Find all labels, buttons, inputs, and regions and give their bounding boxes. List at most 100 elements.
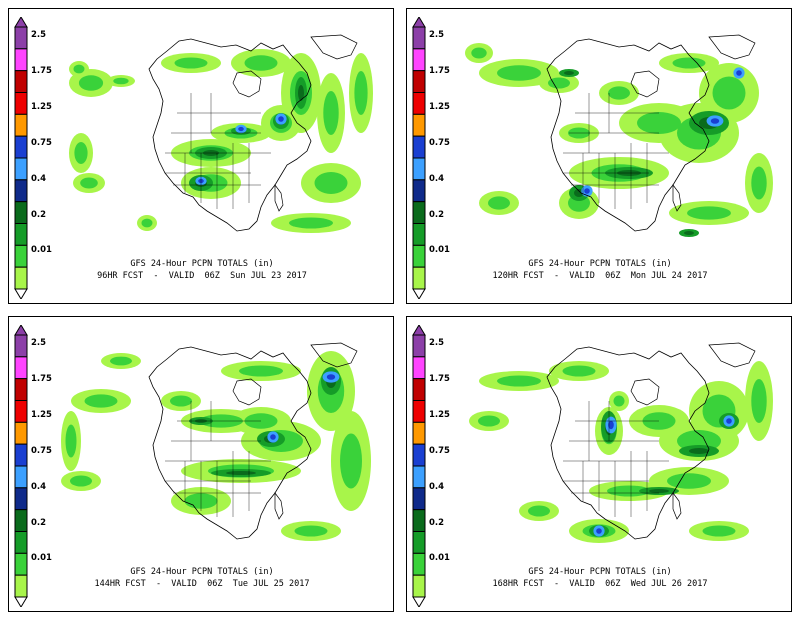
colorbar-label: 2.5	[429, 338, 445, 348]
forecast-panel-96hr: 2.5 1.75 1.25 0.75 0.4 0.2 0.01 GFS 24-Hour PC…	[8, 8, 394, 304]
colorbar-arrow-top	[412, 17, 426, 28]
precip-area	[751, 166, 767, 200]
precip-area	[672, 57, 706, 69]
state-boundaries	[563, 93, 669, 209]
precip-map	[61, 33, 377, 249]
precip-area	[78, 75, 104, 91]
colorbar-arrow-bottom	[14, 288, 28, 299]
panel-subtitle: 120HR FCST - VALID 06Z Mon JUL 24 2017	[492, 271, 708, 281]
colorbar-swatch	[14, 179, 28, 203]
map-canvas	[69, 34, 373, 233]
colorbar-label: 0.01	[429, 245, 450, 255]
colorbar-label: 0.2	[429, 210, 445, 220]
panel-title: GFS 24-Hour PCPN TOTALS (in)	[130, 259, 274, 269]
forecast-panel-168hr: 2.5 1.75 1.25 0.75 0.4 0.2 0.01 GFS 24-Hour PC…	[406, 316, 792, 612]
colorbar-label: 0.01	[429, 553, 450, 563]
colorbar-label: 1.75	[31, 374, 52, 384]
colorbar-arrow-top	[412, 325, 426, 336]
colorbar-label: 0.4	[31, 482, 47, 492]
precip-area	[174, 57, 208, 69]
colorbar-label: 1.75	[429, 374, 450, 384]
colorbar-swatch	[412, 157, 426, 181]
colorbar-swatch	[412, 70, 426, 94]
colorbar-label: 1.25	[429, 102, 450, 112]
precip-area	[528, 505, 550, 517]
colorbar-label: 2.5	[429, 30, 445, 40]
precip-area	[736, 70, 742, 76]
precip-area	[170, 395, 192, 407]
precip-map	[61, 341, 377, 557]
precip-colorbar: 2.5 1.75 1.25 0.75 0.4 0.2 0.01	[14, 325, 52, 607]
precip-colorbar: 2.5 1.75 1.25 0.75 0.4 0.2 0.01	[412, 325, 450, 607]
forecast-panel-144hr: 2.5 1.75 1.25 0.75 0.4 0.2 0.01 GFS 24-Hour PC…	[8, 316, 394, 612]
precip-area	[110, 356, 132, 366]
coastline	[708, 34, 756, 60]
coastline	[148, 346, 312, 540]
precip-area	[113, 77, 129, 85]
colorbar-swatch	[14, 48, 28, 72]
precip-area	[689, 448, 709, 454]
precip-area	[270, 434, 276, 440]
colorbar-swatch	[14, 201, 28, 225]
precip-area	[298, 85, 304, 101]
precip-area	[74, 142, 88, 164]
colorbar-swatch	[14, 157, 28, 181]
colorbar-swatch	[14, 113, 28, 137]
forecast-panel-120hr: 2.5 1.75 1.25 0.75 0.4 0.2 0.01 GFS 24-Hour PC…	[406, 8, 792, 304]
coastline	[672, 491, 682, 520]
colorbar-swatch	[412, 400, 426, 423]
colorbar-swatch	[412, 509, 426, 533]
colorbar-swatch	[412, 465, 426, 489]
coastline	[274, 183, 284, 212]
colorbar-swatch	[14, 487, 28, 511]
colorbar-swatch	[14, 400, 28, 423]
precip-area	[649, 489, 669, 493]
colorbar-label: 0.75	[429, 446, 450, 456]
panel-title: GFS 24-Hour PCPN TOTALS (in)	[130, 567, 274, 577]
precip-area	[239, 365, 283, 377]
colorbar-swatch	[14, 26, 28, 50]
colorbar-swatch	[14, 421, 28, 445]
precip-area	[726, 418, 732, 424]
precip-area	[667, 473, 711, 489]
colorbar-swatch	[14, 465, 28, 489]
colorbar-swatch	[412, 48, 426, 72]
colorbar-swatches	[412, 325, 426, 607]
colorbar-label: 1.75	[31, 66, 52, 76]
precip-area	[751, 379, 767, 423]
colorbar-swatch	[412, 378, 426, 402]
precip-area	[702, 525, 736, 537]
precip-area	[584, 188, 590, 194]
precip-area	[65, 424, 77, 458]
colorbar-label: 0.4	[31, 174, 47, 184]
coastline	[672, 183, 682, 212]
coastline	[274, 491, 284, 520]
precip-area	[226, 471, 256, 475]
colorbar-swatch	[412, 223, 426, 246]
colorbar-label: 0.4	[429, 482, 445, 492]
colorbar-label: 0.01	[31, 245, 52, 255]
colorbar-swatch	[14, 334, 28, 358]
colorbar-label: 2.5	[31, 338, 47, 348]
precip-area	[497, 65, 541, 81]
coastline	[148, 38, 312, 232]
coastline	[232, 378, 262, 406]
precip-area	[340, 433, 362, 489]
colorbar-swatch	[412, 421, 426, 445]
precip-area	[497, 375, 541, 387]
panel-subtitle: 144HR FCST - VALID 06Z Tue JUL 25 2017	[94, 579, 310, 589]
colorbar-swatch	[14, 356, 28, 380]
panel-title: GFS 24-Hour PCPN TOTALS (in)	[528, 567, 672, 577]
colorbar-swatch	[412, 487, 426, 511]
precip-area	[471, 47, 487, 59]
precip-area	[562, 365, 596, 377]
precip-area	[712, 76, 746, 110]
precip-area	[326, 374, 336, 380]
colorbar-label: 2.5	[31, 30, 47, 40]
map-canvas	[465, 34, 773, 237]
state-boundaries	[165, 401, 271, 517]
precip-map	[459, 341, 775, 557]
colorbar-arrow-bottom	[14, 596, 28, 607]
colorbar-label: 0.2	[31, 518, 47, 528]
coastline	[546, 346, 710, 540]
